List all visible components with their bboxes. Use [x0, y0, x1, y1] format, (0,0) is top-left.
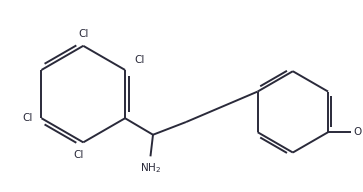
Text: NH$_2$: NH$_2$: [140, 161, 161, 175]
Text: Cl: Cl: [73, 150, 83, 160]
Text: Cl: Cl: [134, 55, 144, 65]
Text: O: O: [354, 127, 362, 137]
Text: Cl: Cl: [78, 29, 89, 39]
Text: Cl: Cl: [22, 113, 33, 123]
